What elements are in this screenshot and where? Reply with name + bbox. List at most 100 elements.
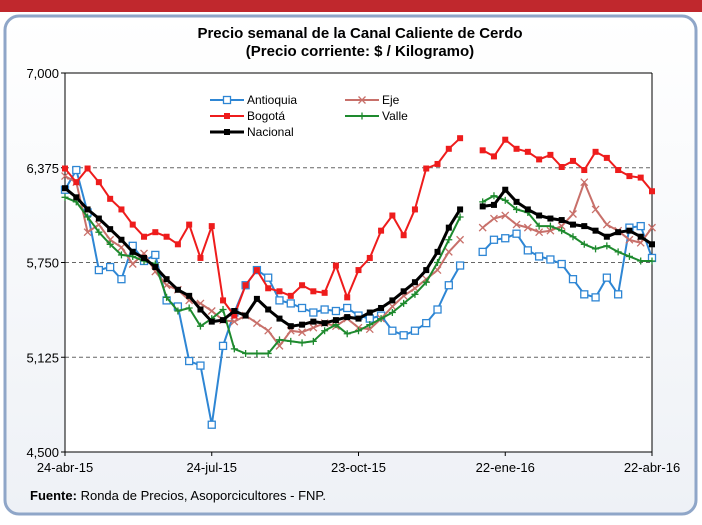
data-point — [648, 257, 656, 265]
data-point — [557, 222, 566, 231]
data-point — [637, 174, 644, 181]
source: Fuente: Ronda de Precios, Asoporcicultor… — [30, 488, 326, 503]
data-point — [117, 251, 125, 259]
data-point — [592, 245, 600, 253]
data-point — [297, 303, 307, 313]
data-point — [276, 315, 283, 322]
data-point — [230, 345, 238, 353]
data-point — [196, 322, 204, 330]
data-point — [62, 165, 68, 172]
data-point — [107, 226, 114, 233]
data-point — [321, 289, 328, 296]
data-point — [208, 318, 215, 325]
data-point — [174, 286, 181, 293]
data-point — [512, 229, 521, 238]
data-point — [129, 248, 136, 255]
legend-item: Bogotá — [210, 109, 285, 123]
data-point — [422, 278, 430, 286]
data-point — [535, 228, 544, 237]
data-point — [535, 222, 543, 230]
legend-marker — [224, 113, 230, 119]
data-point — [94, 265, 104, 275]
data-point — [264, 326, 273, 335]
legend-label: Bogotá — [247, 109, 285, 123]
data-point — [411, 279, 418, 286]
data-point — [456, 235, 465, 244]
data-point — [580, 290, 589, 299]
data-point — [298, 339, 306, 347]
data-point — [423, 267, 430, 274]
data-point — [388, 326, 397, 335]
data-point — [231, 312, 238, 319]
data-point — [242, 282, 249, 289]
data-point — [264, 349, 272, 357]
data-point — [73, 179, 80, 186]
data-point — [489, 235, 499, 244]
data-point — [163, 233, 170, 240]
data-point — [299, 321, 306, 328]
data-point — [355, 315, 362, 322]
data-point — [286, 299, 295, 308]
x-tick-label: 24-jul-15 — [186, 460, 237, 475]
data-point — [287, 337, 295, 345]
data-point — [196, 361, 205, 370]
data-point — [141, 233, 148, 240]
y-tick-label: 4,500 — [26, 445, 59, 460]
header-band — [0, 0, 702, 12]
data-point — [163, 293, 171, 301]
data-point — [513, 205, 521, 213]
data-point — [378, 304, 385, 311]
data-point — [546, 255, 555, 264]
legend-item: Eje — [345, 93, 400, 107]
data-point — [512, 220, 521, 229]
data-point — [569, 221, 576, 228]
data-point — [445, 236, 453, 244]
data-point — [434, 160, 441, 167]
data-point — [626, 173, 633, 180]
data-point — [388, 302, 397, 311]
data-point — [445, 145, 452, 152]
data-point — [490, 201, 497, 208]
data-point — [626, 227, 633, 234]
data-point — [265, 285, 272, 292]
data-point — [265, 306, 272, 313]
data-point — [490, 192, 498, 200]
data-point — [174, 307, 182, 315]
data-point — [546, 222, 554, 230]
data-point — [602, 220, 611, 229]
data-point — [185, 356, 194, 366]
data-point — [219, 305, 227, 313]
legend-item: Valle — [345, 109, 408, 123]
data-point — [128, 260, 137, 268]
x-tick-label: 24-abr-15 — [37, 460, 93, 475]
data-point — [309, 337, 317, 345]
data-point — [197, 306, 204, 313]
data-point — [276, 288, 283, 295]
data-point — [569, 157, 576, 164]
data-point — [174, 241, 181, 248]
data-point — [615, 229, 622, 236]
data-point — [479, 147, 486, 154]
data-point — [636, 238, 645, 247]
data-point — [186, 221, 193, 228]
data-point — [423, 165, 430, 172]
data-point — [107, 195, 114, 202]
data-point — [84, 165, 91, 172]
data-point — [603, 242, 611, 250]
data-point — [592, 148, 599, 155]
data-point — [524, 206, 531, 213]
data-point — [344, 314, 351, 321]
data-point — [84, 206, 91, 213]
data-point — [83, 228, 92, 237]
data-point — [343, 330, 351, 338]
data-point — [220, 297, 227, 304]
data-point — [242, 312, 249, 319]
data-point — [310, 318, 317, 325]
data-point — [72, 165, 81, 175]
data-point — [321, 320, 328, 327]
data-point — [365, 314, 374, 323]
data-point — [581, 223, 588, 230]
x-tick-label: 22-ene-16 — [476, 460, 535, 475]
data-point — [411, 290, 419, 298]
data-point — [433, 305, 442, 314]
